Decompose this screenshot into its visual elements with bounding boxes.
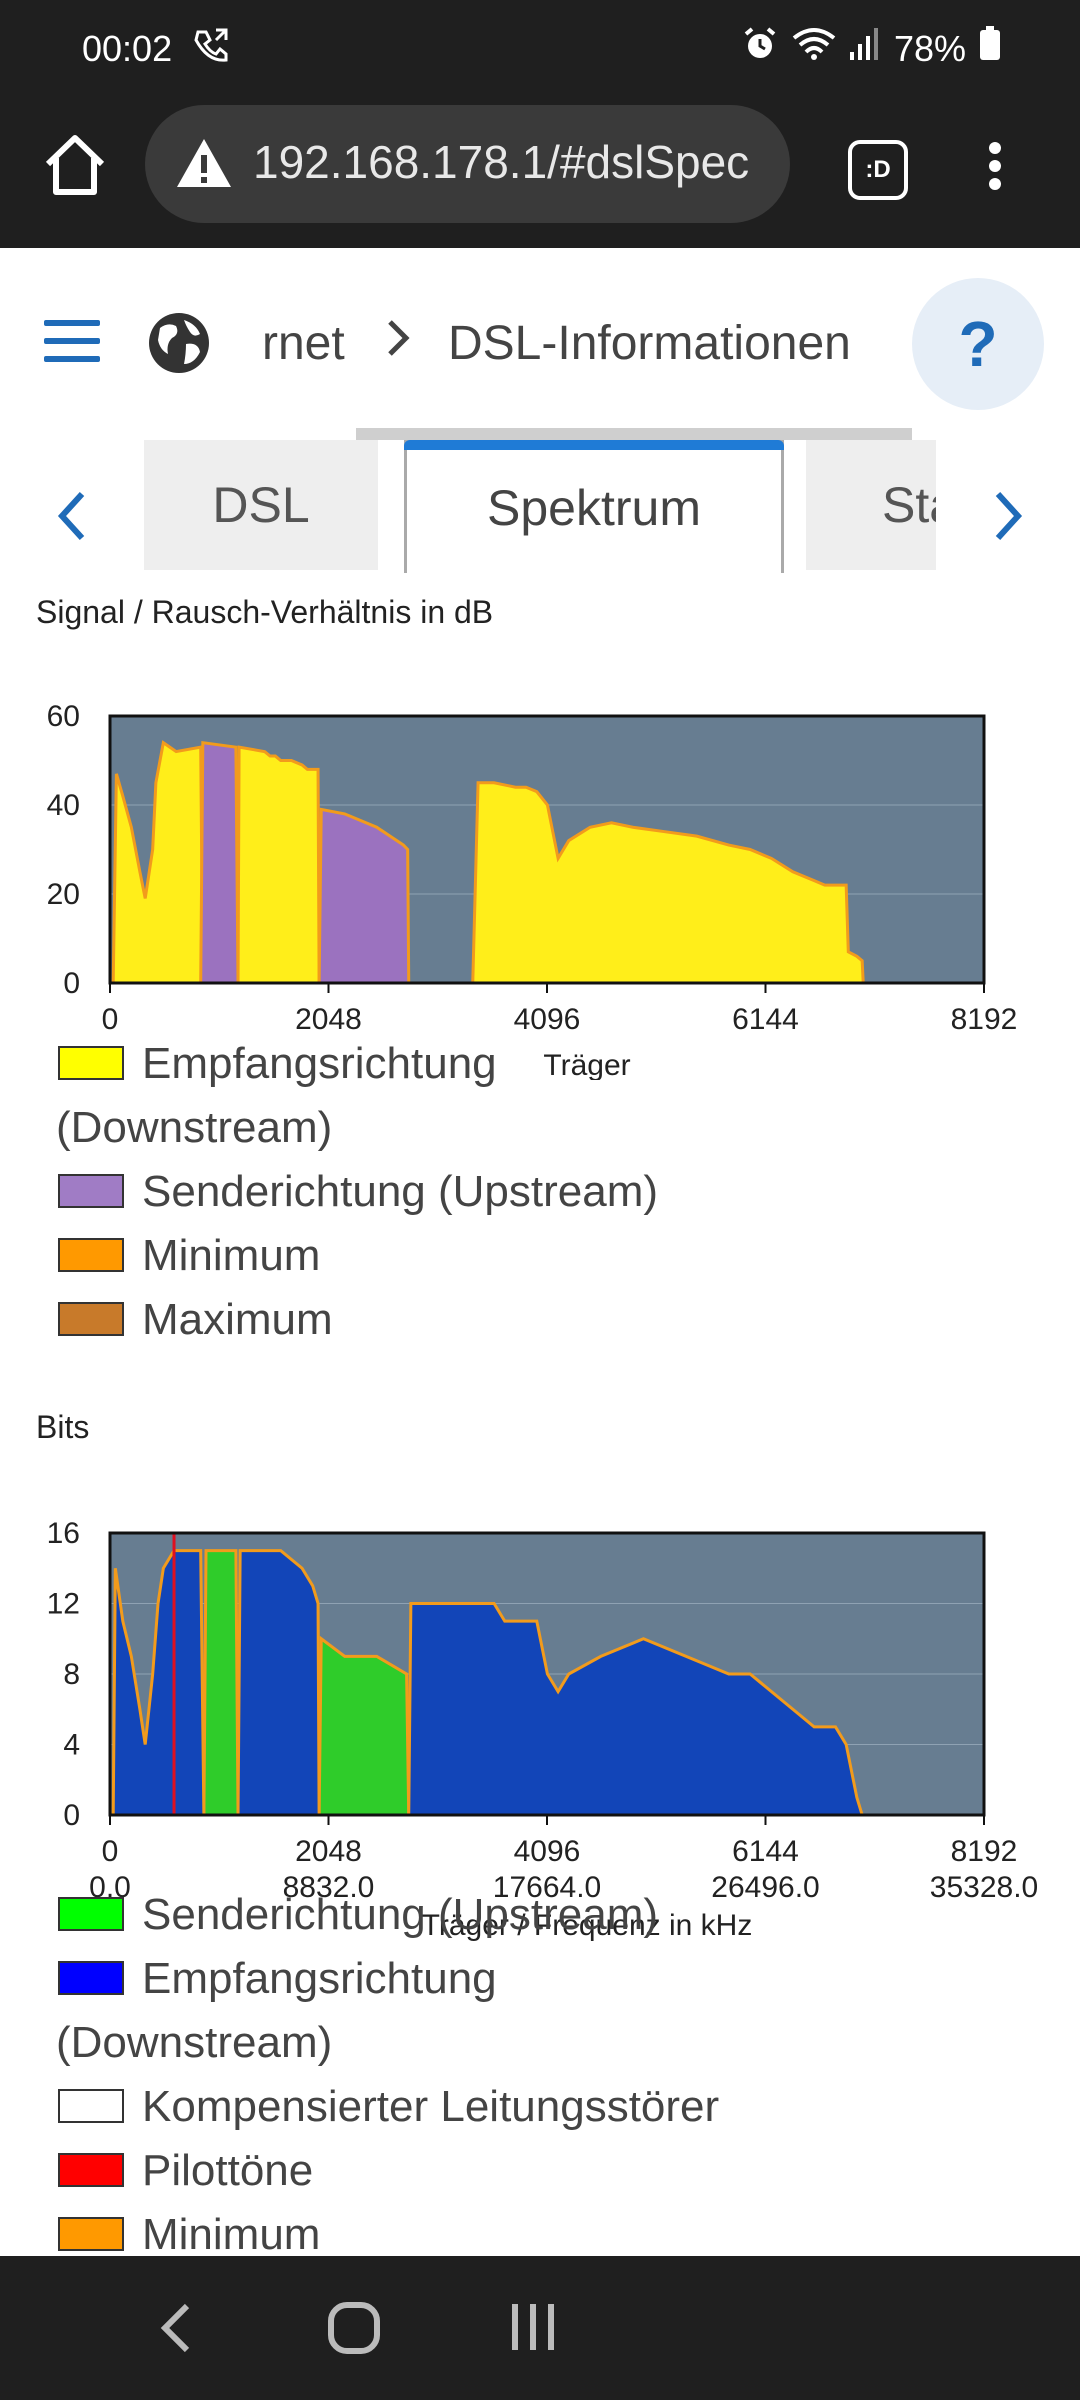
globe-icon[interactable] [146,310,212,381]
legend-swatch [58,1961,124,1995]
x-tick-label: 2048 [295,1003,362,1036]
snr-chart-legend: Empfangsrichtung (Downstream) Sendericht… [56,1032,1056,1352]
x-tick-label: 4096 [514,1835,581,1868]
y-tick-label: 0 [63,1799,80,1832]
status-time: 00:02 [82,28,173,69]
bits-chart-legend: Senderichtung (Upstream) Empfangsrichtun… [56,1883,1056,2267]
more-menu-icon[interactable] [980,138,1010,198]
browser-toolbar: 192.168.178.1/#dslSpec :D [0,100,1080,248]
legend-swatch [58,2153,124,2187]
legend-item-downstream-cont: (Downstream) [56,1103,333,1152]
legend-item-upstream: Senderichtung (Upstream) [56,1883,1056,1947]
legend-item-upstream: Senderichtung (Upstream) [56,1160,1056,1224]
series-0-area [111,740,865,985]
x-tick-label: 8192 [951,1835,1018,1868]
y-tick-label: 20 [47,878,80,911]
home-icon[interactable] [40,130,110,200]
tab-scroll-left-icon[interactable] [52,486,92,546]
x-tick-label-freq: 35328.0 [930,1871,1038,1904]
legend-swatch [58,1046,124,1080]
breadcrumb-chevron-icon [384,316,412,372]
system-nav-bar [0,2256,1080,2400]
bits-chart-section: Bits 0 4 8 12 16 0 2048 4096 6144 8192 0.0 8832.0 17… [0,1395,1080,2259]
series-1-area [111,1549,865,1817]
warning-icon[interactable] [175,137,233,194]
status-icons: 78% [742,26,1000,71]
x-axis-label: Träger [543,1049,630,1080]
battery-percent: 78% [893,27,966,69]
x-tick-label: 2048 [295,1835,362,1868]
tab-dsl[interactable]: DSL [144,440,378,570]
page-title: DSL-Informationen [448,317,851,370]
alarm-icon [742,26,778,71]
signal-icon [849,26,880,71]
x-tick-label: 0 [102,1003,119,1036]
snr-chart-title: Signal / Rausch-Verhältnis in dB [36,594,494,630]
back-icon[interactable] [155,2300,195,2361]
legend-item-downstream: Empfangsrichtung [56,1947,1056,2011]
x-tick-label-freq: 8832.0 [283,1871,375,1904]
y-tick-label: 16 [47,1517,80,1550]
series-0-area [202,1549,411,1817]
recents-icon[interactable] [508,2302,558,2357]
home-nav-icon[interactable] [326,2300,382,2361]
legend-swatch [58,1302,124,1336]
legend-swatch [58,2089,124,2123]
snr-chart: 0 20 40 60 0 2048 4096 6144 8192 Träger [47,700,1018,1080]
legend-swatch [58,1897,124,1931]
legend-item-maximum: Maximum [56,1288,1056,1352]
y-tick-label: 12 [47,1588,80,1621]
menu-icon[interactable] [44,320,100,374]
legend-item-downstream-cont: (Downstream) [56,2018,333,2067]
y-tick-label: 4 [63,1729,80,1762]
x-tick-label: 4096 [514,1003,581,1036]
legend-item-pilot: Pilottöne [56,2139,1056,2203]
x-tick-label-freq: 26496.0 [711,1871,819,1904]
x-tick-label: 0 [102,1835,119,1868]
tab-bar: DSL Spektrum Statisti [0,428,1080,574]
tab-scroll-indicator [356,428,912,440]
url-bar[interactable]: 192.168.178.1/#dslSpec [145,105,790,223]
y-tick-label: 0 [63,967,80,1000]
battery-icon [980,26,1000,71]
legend-item-compensated: Kompensierter Leitungsstörer [56,2075,1056,2139]
url-text[interactable]: 192.168.178.1/#dslSpec [253,136,750,188]
call-forward-icon [190,26,230,75]
y-tick-label: 40 [47,789,80,822]
legend-swatch [58,1238,124,1272]
tab-statistik[interactable]: Statisti [806,440,936,570]
tab-switcher-button[interactable]: :D [848,140,908,200]
x-tick-label: 8192 [951,1003,1018,1036]
x-axis-label: Träger / Frequenz in kHz [422,1909,753,1942]
snr-chart-section: Signal / Rausch-Verhältnis in dB 0 20 40 60… [0,580,1080,1360]
legend-swatch [58,2217,124,2251]
legend-swatch [58,1174,124,1208]
bits-chart-title: Bits [36,1409,90,1445]
tab-spektrum[interactable]: Spektrum [404,440,784,573]
legend-item-minimum: Minimum [56,1224,1056,1288]
breadcrumb-prev[interactable]: rnet [262,317,345,370]
help-button[interactable]: ? [912,278,1044,410]
y-tick-label: 60 [47,700,80,733]
x-tick-label: 6144 [732,1003,799,1036]
wifi-icon [792,26,836,71]
page-header: rnet DSL-Informationen ? [0,248,1080,438]
status-bar: 00:02 78% [0,0,1080,100]
legend-item-minimum: Minimum [56,2203,1056,2267]
tab-scroll-right-icon[interactable] [988,486,1028,546]
x-tick-label: 6144 [732,1835,799,1868]
series-1-area [199,740,411,985]
x-tick-label-freq: 17664.0 [493,1871,601,1904]
legend-item-downstream: Empfangsrichtung [56,1032,1056,1096]
y-tick-label: 8 [63,1658,80,1691]
